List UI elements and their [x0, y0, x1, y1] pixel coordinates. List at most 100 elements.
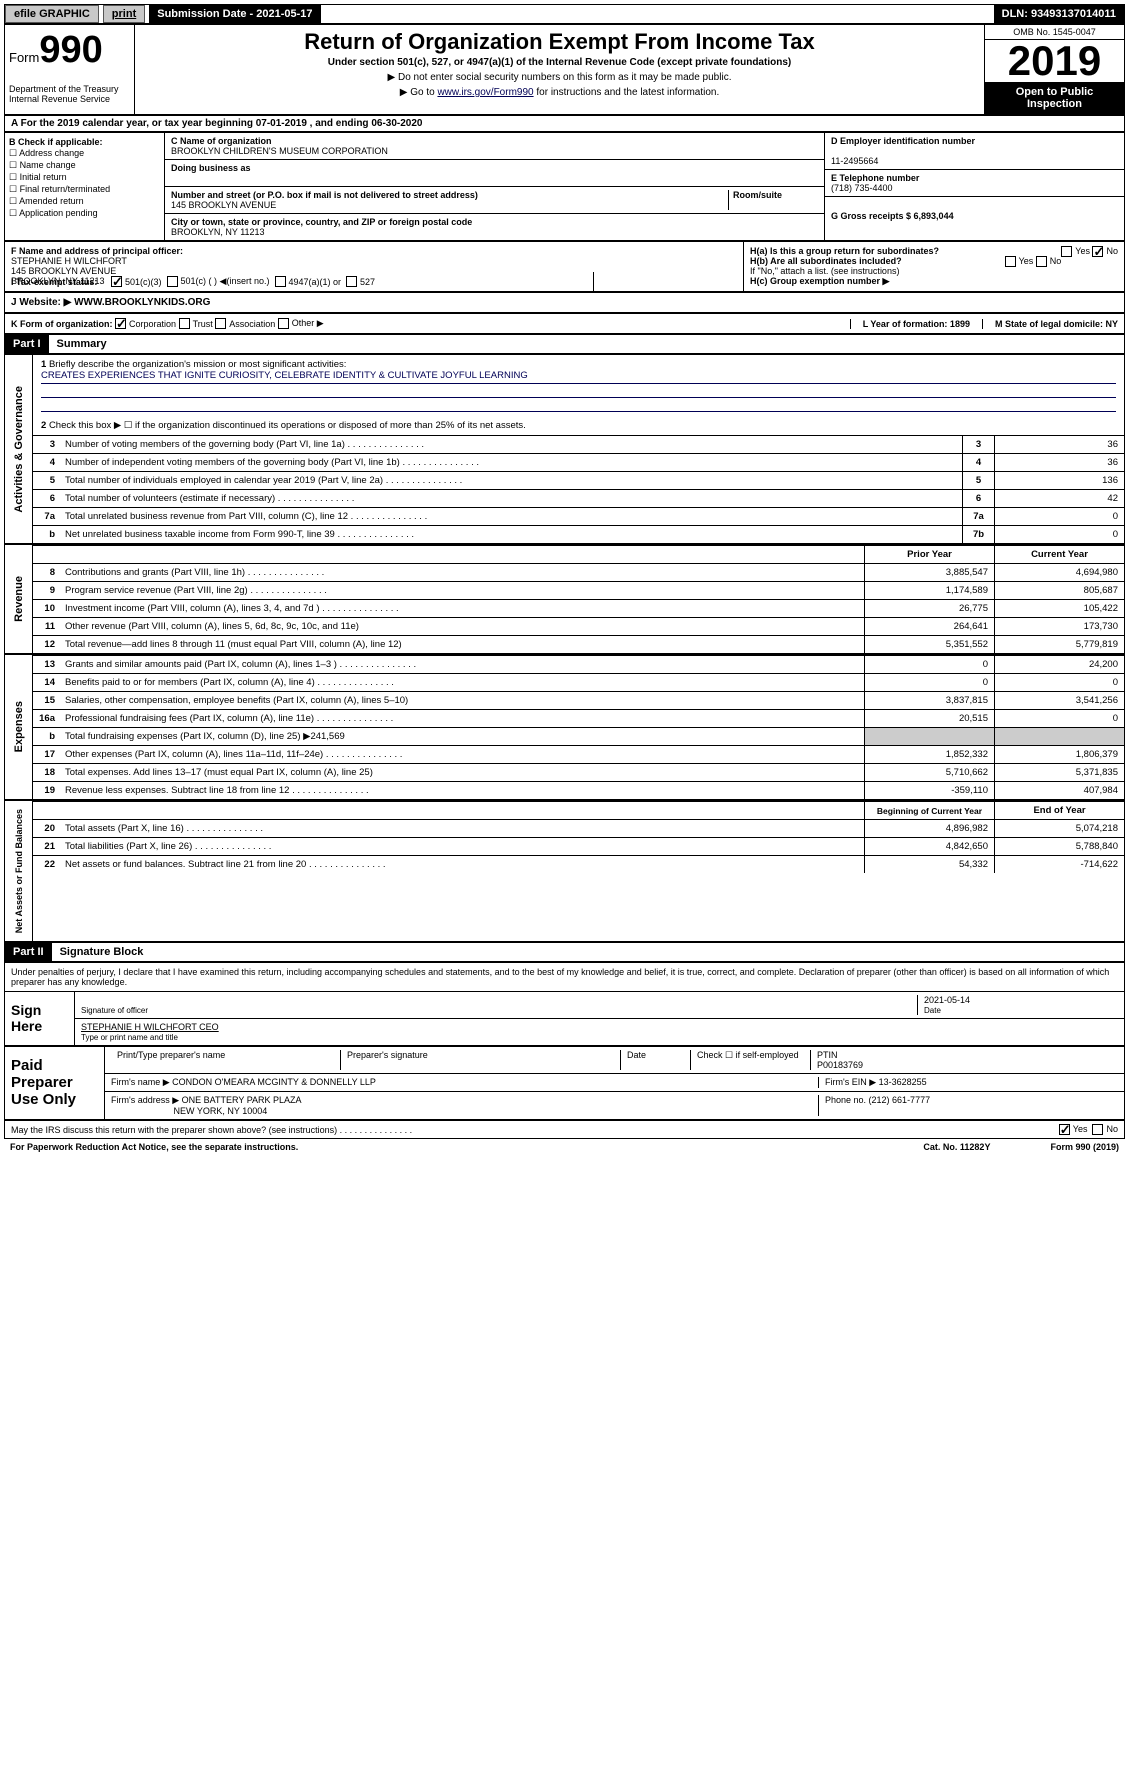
- part-ii-label: Part II: [5, 943, 52, 961]
- i-label: I Tax-exempt status:: [11, 277, 111, 287]
- ha-label: H(a) Is this a group return for subordin…: [750, 246, 939, 256]
- line-22-prior: 54,332: [864, 856, 994, 873]
- part-i-header: Part I Summary: [4, 334, 1125, 354]
- ha-no[interactable]: [1092, 246, 1103, 257]
- hb-no[interactable]: [1036, 256, 1047, 267]
- check-association[interactable]: [215, 318, 226, 329]
- prior-year-head: Prior Year: [864, 546, 994, 563]
- sig-officer-label: Signature of officer: [81, 1006, 148, 1015]
- check-address-change[interactable]: ☐ Address change: [9, 148, 160, 159]
- line-7b-val: 0: [994, 526, 1124, 543]
- line-21-current: 5,788,840: [994, 838, 1124, 855]
- part-i-label: Part I: [5, 335, 49, 353]
- sig-date: 2021-05-14: [924, 995, 970, 1005]
- ptin-value: P00183769: [817, 1060, 863, 1070]
- line-13-label: Grants and similar amounts paid (Part IX…: [61, 657, 864, 672]
- website-value: WWW.BROOKLYNKIDS.ORG: [74, 297, 210, 308]
- line-6-label: Total number of volunteers (estimate if …: [61, 491, 962, 506]
- open-public-label: Open to Public Inspection: [985, 82, 1124, 114]
- check-501c3[interactable]: [111, 276, 122, 287]
- check-final-return[interactable]: ☐ Final return/terminated: [9, 184, 160, 195]
- line-16a-current: 0: [994, 710, 1124, 727]
- f-label: F Name and address of principal officer:: [11, 246, 737, 256]
- line-7a-label: Total unrelated business revenue from Pa…: [61, 509, 962, 524]
- j-label: J Website: ▶: [11, 297, 71, 308]
- line-19-prior: -359,110: [864, 782, 994, 799]
- line-18-prior: 5,710,662: [864, 764, 994, 781]
- ptin-label: PTIN: [817, 1050, 838, 1060]
- check-trust[interactable]: [179, 318, 190, 329]
- line-10-prior: 26,775: [864, 600, 994, 617]
- net-assets-group: Net Assets or Fund Balances Beginning of…: [4, 800, 1125, 942]
- line-21-label: Total liabilities (Part X, line 26): [61, 839, 864, 854]
- discuss-yes[interactable]: [1059, 1124, 1070, 1135]
- m-state-domicile: M State of legal domicile: NY: [982, 319, 1118, 329]
- line-7a-val: 0: [994, 508, 1124, 525]
- line-14-current: 0: [994, 674, 1124, 691]
- section-b-title: B Check if applicable:: [9, 137, 160, 147]
- ein-value: 11-2495664: [831, 156, 878, 166]
- prep-self-emp: Check ☐ if self-employed: [691, 1050, 811, 1070]
- check-name-change[interactable]: ☐ Name change: [9, 160, 160, 171]
- line-20-prior: 4,896,982: [864, 820, 994, 837]
- check-corporation[interactable]: [115, 318, 126, 329]
- form-label: Form: [9, 50, 39, 65]
- part-ii-header: Part II Signature Block: [4, 942, 1125, 962]
- line-16a-label: Professional fundraising fees (Part IX, …: [61, 711, 864, 726]
- form-number: 990: [39, 29, 102, 71]
- line-5-val: 136: [994, 472, 1124, 489]
- row-a-tax-year: A For the 2019 calendar year, or tax yea…: [4, 115, 1125, 132]
- line-13-current: 24,200: [994, 656, 1124, 673]
- sig-intro: Under penalties of perjury, I declare th…: [5, 963, 1124, 992]
- addr-label: Number and street (or P.O. box if mail i…: [171, 190, 478, 200]
- tax-year: 2019: [985, 40, 1124, 82]
- check-amended-return[interactable]: ☐ Amended return: [9, 196, 160, 207]
- line-21-prior: 4,842,650: [864, 838, 994, 855]
- phone-value: (718) 735-4400: [831, 183, 893, 193]
- hb-yes[interactable]: [1005, 256, 1016, 267]
- line-20-current: 5,074,218: [994, 820, 1124, 837]
- line-12-current: 5,779,819: [994, 636, 1124, 653]
- ha-yes[interactable]: [1061, 246, 1072, 257]
- vert-net-assets: Net Assets or Fund Balances: [12, 801, 26, 941]
- hb-note: If "No," attach a list. (see instruction…: [750, 266, 1118, 276]
- line-2-label: Check this box ▶ ☐ if the organization d…: [49, 420, 526, 431]
- print-button[interactable]: print: [103, 5, 145, 23]
- check-application-pending[interactable]: ☐ Application pending: [9, 208, 160, 219]
- row-j: J Website: ▶ WWW.BROOKLYNKIDS.ORG: [4, 292, 1125, 313]
- subtitle: Under section 501(c), 527, or 4947(a)(1)…: [139, 57, 980, 68]
- street-address: 145 BROOKLYN AVENUE: [171, 200, 276, 210]
- phone-label: E Telephone number: [831, 173, 919, 183]
- line-9-current: 805,687: [994, 582, 1124, 599]
- line-1-label: Briefly describe the organization's miss…: [49, 359, 347, 370]
- check-initial-return[interactable]: ☐ Initial return: [9, 172, 160, 183]
- main-title: Return of Organization Exempt From Incom…: [139, 29, 980, 55]
- check-other[interactable]: [278, 318, 289, 329]
- check-501c[interactable]: [167, 276, 178, 287]
- prep-sig-head: Preparer's signature: [341, 1050, 621, 1070]
- paid-preparer-label: Paid Preparer Use Only: [5, 1047, 105, 1119]
- line-12-prior: 5,351,552: [864, 636, 994, 653]
- prep-date-head: Date: [621, 1050, 691, 1070]
- check-527[interactable]: [346, 276, 357, 287]
- part-i-title: Summary: [49, 338, 107, 350]
- note-2-post: for instructions and the latest informat…: [534, 87, 720, 98]
- org-name: BROOKLYN CHILDREN'S MUSEUM CORPORATION: [171, 146, 388, 156]
- dba-label: Doing business as: [171, 163, 251, 173]
- line-8-prior: 3,885,547: [864, 564, 994, 581]
- line-4-label: Number of independent voting members of …: [61, 455, 962, 470]
- room-label: Room/suite: [733, 190, 782, 200]
- firm-name-label: Firm's name ▶: [111, 1077, 170, 1087]
- line-7b-label: Net unrelated business taxable income fr…: [61, 527, 962, 542]
- efile-label: efile GRAPHIC: [5, 5, 99, 23]
- officer-name: STEPHANIE H WILCHFORT: [11, 256, 737, 266]
- discuss-no[interactable]: [1092, 1124, 1103, 1135]
- line-6-val: 42: [994, 490, 1124, 507]
- line-17-label: Other expenses (Part IX, column (A), lin…: [61, 747, 864, 762]
- line-16b-current: [994, 728, 1124, 745]
- firm-ein: Firm's EIN ▶ 13-3628255: [818, 1077, 1118, 1088]
- note-1: ▶ Do not enter social security numbers o…: [139, 72, 980, 83]
- activities-governance-group: Activities & Governance 1 Briefly descri…: [4, 354, 1125, 544]
- check-4947[interactable]: [275, 276, 286, 287]
- irs-link[interactable]: www.irs.gov/Form990: [437, 87, 533, 98]
